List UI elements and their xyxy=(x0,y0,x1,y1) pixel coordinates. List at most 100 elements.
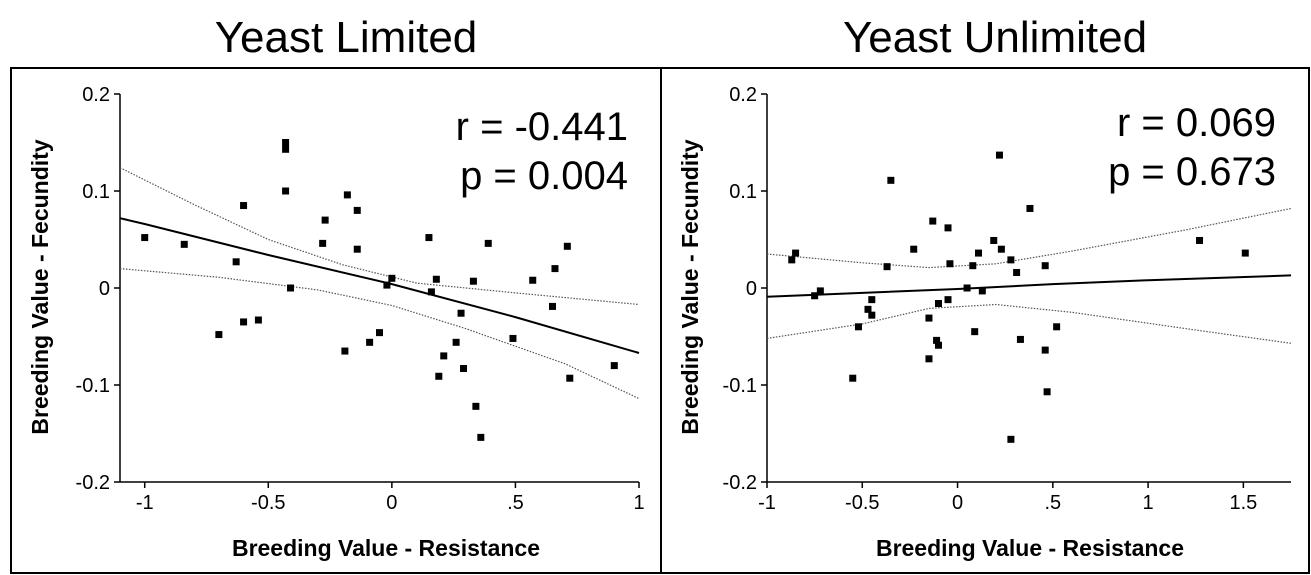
data-point xyxy=(383,282,390,289)
data-point xyxy=(884,263,891,270)
data-point xyxy=(945,224,952,231)
y-tick-label: 0.1 xyxy=(82,181,110,203)
data-point xyxy=(564,243,571,250)
y-tick-label: 0 xyxy=(746,278,757,300)
data-point xyxy=(1044,388,1051,395)
data-point xyxy=(1026,205,1033,212)
data-point xyxy=(509,335,516,342)
data-point xyxy=(458,310,465,317)
x-tick-label: -0.5 xyxy=(251,492,285,514)
data-point xyxy=(433,276,440,283)
x-axis-label: Breeding Value - Resistance xyxy=(876,535,1184,561)
data-point xyxy=(460,365,467,372)
data-point xyxy=(485,240,492,247)
data-point xyxy=(817,287,824,294)
p-value: p = 0.673 xyxy=(1108,150,1276,194)
data-point xyxy=(868,296,875,303)
data-point xyxy=(366,339,373,346)
x-tick-label: -1 xyxy=(136,492,154,514)
data-point xyxy=(611,362,618,369)
data-point xyxy=(849,375,856,382)
data-point xyxy=(1013,269,1020,276)
data-point xyxy=(979,287,986,294)
data-point xyxy=(925,355,932,362)
data-point xyxy=(925,315,932,322)
y-axis-label: Breeding Value - Fecundity xyxy=(677,139,703,434)
data-point xyxy=(428,288,435,295)
y-tick-label: -0.1 xyxy=(723,375,757,397)
data-point xyxy=(1196,237,1203,244)
y-tick-label: 0.2 xyxy=(82,84,110,106)
x-tick-label: 0 xyxy=(952,492,963,514)
data-point xyxy=(470,278,477,285)
data-point xyxy=(855,323,862,330)
data-point xyxy=(282,146,289,153)
data-point xyxy=(551,265,558,272)
data-point xyxy=(240,318,247,325)
data-point xyxy=(435,373,442,380)
y-tick-label: 0 xyxy=(99,278,110,300)
confidence-band-upper xyxy=(767,209,1291,268)
x-tick-label: 0 xyxy=(386,492,397,514)
data-point xyxy=(996,152,1003,159)
x-tick-label: 1.5 xyxy=(1229,492,1257,514)
data-point xyxy=(287,285,294,292)
data-point xyxy=(344,191,351,198)
x-tick-label: .5 xyxy=(507,492,524,514)
data-point xyxy=(282,188,289,195)
data-point xyxy=(1042,347,1049,354)
data-point xyxy=(792,250,799,257)
data-point xyxy=(969,262,976,269)
correlation-r: r = -0.441 xyxy=(456,105,628,149)
data-point xyxy=(964,285,971,292)
data-point xyxy=(354,207,361,214)
data-point xyxy=(929,218,936,225)
data-point xyxy=(910,246,917,253)
data-point xyxy=(566,375,573,382)
data-point xyxy=(472,403,479,410)
data-point xyxy=(1053,323,1060,330)
plot-area: 0.2 0.1 0 -0.1 -0.2-1 -0.5 0 .5 1 1.5 xyxy=(723,84,1291,514)
data-point xyxy=(788,256,795,263)
panel-title: Yeast Unlimited xyxy=(843,13,1147,62)
data-point xyxy=(935,342,942,349)
data-point xyxy=(477,434,484,441)
data-point xyxy=(1042,262,1049,269)
data-point xyxy=(354,246,361,253)
data-point xyxy=(240,202,247,209)
panel-title: Yeast Limited xyxy=(215,13,478,62)
data-point xyxy=(453,339,460,346)
y-tick-label: 0.2 xyxy=(729,84,757,106)
y-tick-label: 0.1 xyxy=(729,181,757,203)
data-point xyxy=(255,317,262,324)
data-point xyxy=(946,260,953,267)
data-point xyxy=(322,217,329,224)
data-point xyxy=(1242,250,1249,257)
correlation-r: r = 0.069 xyxy=(1117,101,1276,145)
data-point xyxy=(215,331,222,338)
data-point xyxy=(141,234,148,241)
x-tick-label: 1 xyxy=(1143,492,1154,514)
x-axis-label: Breeding Value - Resistance xyxy=(232,535,540,561)
x-tick-label: -0.5 xyxy=(845,492,879,514)
data-point xyxy=(181,241,188,248)
data-point xyxy=(376,329,383,336)
data-point xyxy=(887,177,894,184)
data-point xyxy=(440,352,447,359)
data-point xyxy=(549,303,556,310)
data-point xyxy=(388,275,395,282)
data-point xyxy=(1007,436,1014,443)
x-tick-label: 1 xyxy=(633,492,644,514)
data-point xyxy=(341,348,348,355)
data-point xyxy=(990,237,997,244)
data-point xyxy=(1007,256,1014,263)
y-tick-label: -0.2 xyxy=(76,472,110,494)
data-point xyxy=(233,258,240,265)
data-point xyxy=(529,277,536,284)
data-point xyxy=(1017,336,1024,343)
data-point xyxy=(998,246,1005,253)
data-point xyxy=(282,139,289,146)
data-point xyxy=(971,328,978,335)
data-point xyxy=(425,234,432,241)
